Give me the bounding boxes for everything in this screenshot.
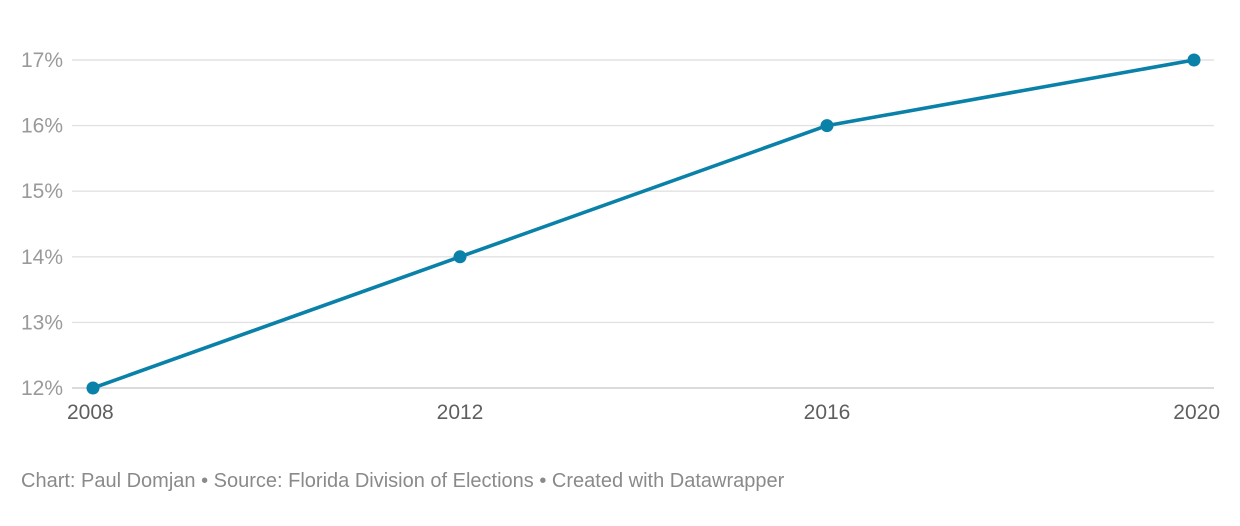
y-tick-label: 12% <box>21 377 63 400</box>
line-chart: 12% 13% 14% 15% 16% 17% 2008 2012 2016 2020 <box>21 49 1220 424</box>
x-tick-label: 2012 <box>437 401 484 424</box>
data-point <box>453 250 467 264</box>
x-axis-ticks: 2008 2012 2016 2020 <box>67 401 1220 424</box>
series-line-layer <box>91 58 1196 390</box>
x-tick-label: 2020 <box>1173 401 1220 424</box>
x-tick-label: 2008 <box>67 401 114 424</box>
footer-separator: • <box>195 470 214 492</box>
series-line <box>91 58 1196 390</box>
footer-separator: • <box>533 470 552 492</box>
y-tick-label: 14% <box>21 246 63 269</box>
data-point <box>820 119 834 133</box>
y-tick-label: 16% <box>21 115 63 138</box>
series-points <box>86 53 1201 395</box>
chart-footer: Chart: Paul Domjan • Source: Florida Div… <box>21 470 784 493</box>
data-point <box>1187 53 1201 67</box>
footer-credit: Chart: Paul Domjan <box>21 470 196 492</box>
y-tick-label: 13% <box>21 311 63 334</box>
gridlines <box>72 59 1214 389</box>
footer-created: Created with Datawrapper <box>551 470 785 492</box>
y-axis-ticks: 12% 13% 14% 15% 16% 17% <box>21 49 63 400</box>
footer-source: Source: Florida Division of Elections <box>213 470 534 492</box>
y-tick-label: 17% <box>21 49 63 72</box>
y-tick-label: 15% <box>21 180 63 203</box>
x-tick-label: 2016 <box>804 401 851 424</box>
data-point <box>86 381 100 395</box>
